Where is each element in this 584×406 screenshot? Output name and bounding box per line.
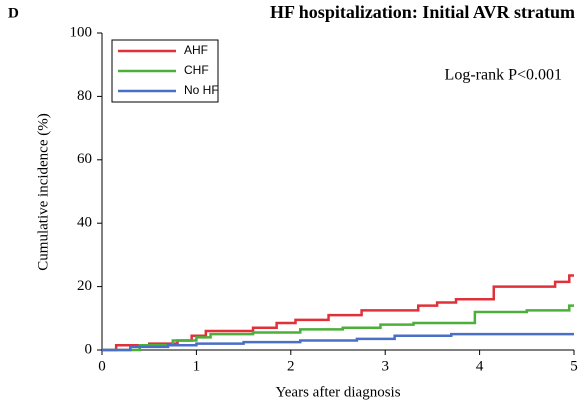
y-tick-label: 60	[77, 151, 92, 167]
y-tick-label: 0	[85, 341, 93, 357]
y-tick-label: 80	[77, 88, 92, 104]
y-tick-label: 40	[77, 215, 92, 231]
x-tick-label: 0	[98, 358, 106, 374]
y-tick-label: 100	[70, 24, 93, 40]
x-tick-label: 2	[287, 358, 295, 374]
series-line	[102, 274, 574, 352]
series-line	[102, 304, 574, 352]
legend-label: AHF	[184, 43, 208, 57]
x-tick-label: 1	[193, 358, 201, 374]
y-axis-label: Cumulative incidence (%)	[35, 113, 51, 270]
x-axis-label: Years after diagnosis	[275, 384, 400, 400]
series-line	[102, 332, 574, 352]
legend-label: CHF	[184, 63, 209, 77]
y-tick-label: 20	[77, 278, 92, 294]
x-tick-label: 4	[476, 358, 484, 374]
chart-title: HF hospitalization: Initial AVR stratum	[270, 2, 575, 22]
legend-label: No HF	[184, 83, 219, 97]
annotation: Log-rank P<0.001	[445, 67, 562, 84]
x-tick-label: 3	[381, 358, 389, 374]
x-tick-label: 5	[570, 358, 578, 374]
panel-label: D	[8, 5, 19, 21]
